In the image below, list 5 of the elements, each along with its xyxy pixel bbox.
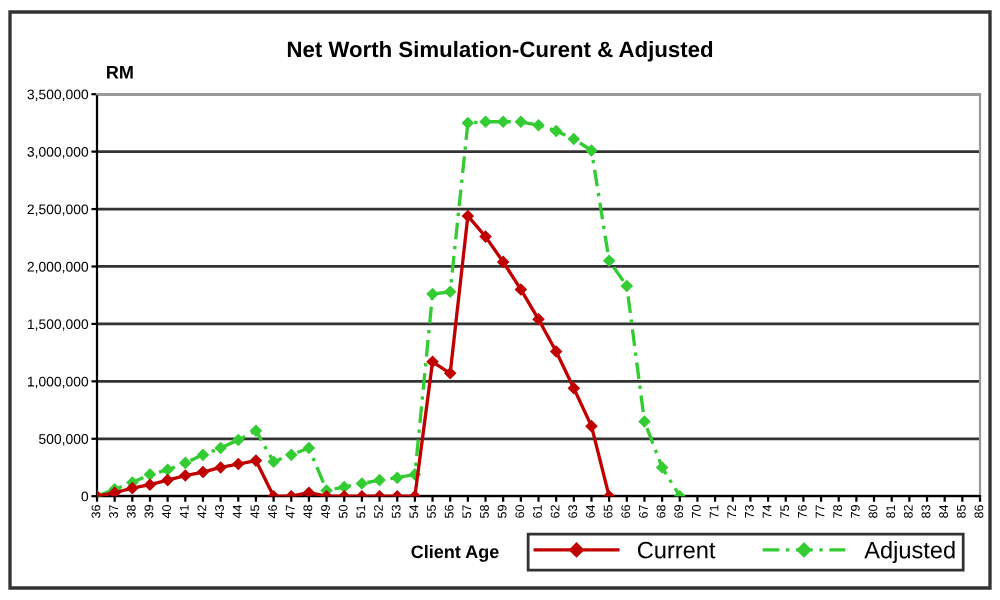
y-axis-title: RM: [107, 65, 133, 79]
legend-label: Current: [637, 541, 716, 559]
x-axis-title: Client Age: [411, 544, 499, 562]
chart-title: Net Worth Simulation-Curent & Adjusted: [287, 40, 713, 62]
legend-label: Adjusted: [864, 541, 955, 564]
